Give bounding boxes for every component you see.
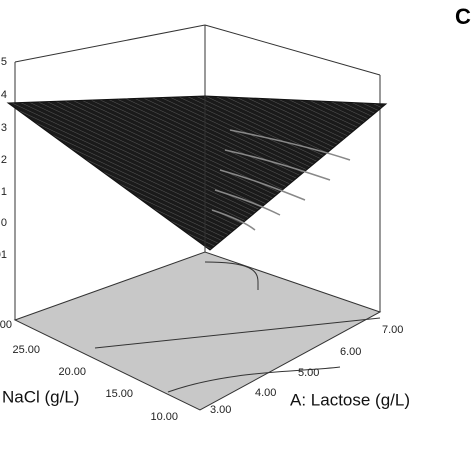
z-tick-label: 4 xyxy=(1,89,7,101)
z-tick-label: 01 xyxy=(0,249,7,261)
z-tick-label: 3 xyxy=(1,122,7,134)
nacl-tick-label: 00 xyxy=(0,319,12,331)
nacl-tick-label: 20.00 xyxy=(58,366,86,378)
nacl-tick-label: 25.00 xyxy=(12,344,40,356)
lactose-tick-label: 5.00 xyxy=(298,367,319,379)
lactose-tick-label: 4.00 xyxy=(255,387,276,399)
z-tick-label: 2 xyxy=(1,154,7,166)
floor-contour-plane xyxy=(13,251,382,411)
nacl-tick-label: 10.00 xyxy=(150,411,178,423)
floor-contour xyxy=(94,261,381,393)
nacl-axis-title: NaCl (g/L) xyxy=(2,387,79,406)
panel-label: C xyxy=(455,4,471,29)
z-tick-label: 5 xyxy=(1,56,7,68)
z-tick-label: 1 xyxy=(1,186,7,198)
z-tick-label: 0 xyxy=(1,217,7,229)
lactose-tick-label: 6.00 xyxy=(340,346,361,358)
lactose-axis-title: A: Lactose (g/L) xyxy=(290,390,410,409)
lactose-tick-label: 7.00 xyxy=(382,324,403,336)
lactose-tick-label: 3.00 xyxy=(210,404,231,416)
response-surface xyxy=(6,95,388,251)
surface-mesh-highlights xyxy=(211,129,351,231)
nacl-tick-label: 15.00 xyxy=(105,388,133,400)
